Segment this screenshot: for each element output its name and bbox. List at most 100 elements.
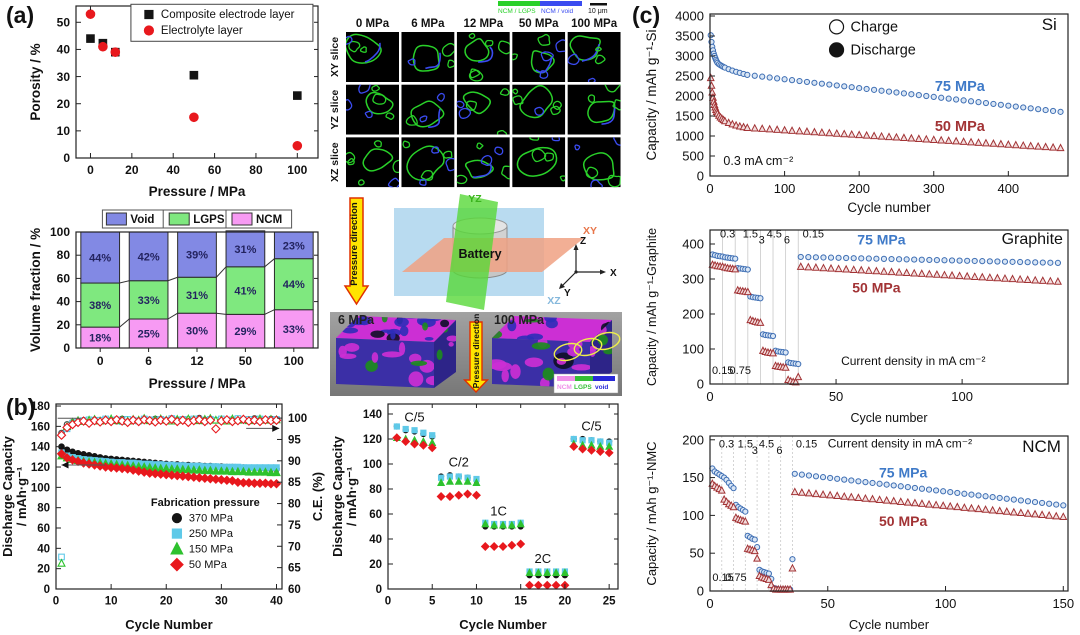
graphite-ylabel: Capacity / mAh g⁻¹-Graphite xyxy=(645,228,659,386)
micro-cell-r1c4 xyxy=(567,84,621,135)
svg-text:20: 20 xyxy=(57,97,71,111)
series-370-mpa xyxy=(393,423,613,579)
bar-ncm-50 xyxy=(225,313,266,349)
panel-c-label: (c) xyxy=(632,2,661,28)
annotation-current-density-in-ma-cm-: Current density in mA cm⁻² xyxy=(828,436,972,450)
annotation-0-15: 0.15 xyxy=(803,228,824,240)
porosity-svg: 0 20 40 60 80 100 0 10 20 30 40 50 Pressure / MPa Por… xyxy=(28,3,319,199)
svg-text:20: 20 xyxy=(57,318,71,332)
svg-text:140: 140 xyxy=(363,409,382,421)
porosity-xlabel: Pressure / MPa xyxy=(149,184,246,199)
svg-text:0: 0 xyxy=(63,151,70,165)
svg-text:Fabrication pressure: Fabrication pressure xyxy=(151,497,260,509)
svg-text:Void: Void xyxy=(130,214,154,226)
y-axis-label: Y xyxy=(564,288,571,299)
annotation-0-15: 0.15 xyxy=(712,572,733,584)
svg-text:31%: 31% xyxy=(186,290,208,302)
bar-lgps-12 xyxy=(177,276,217,314)
porosity-axes: 0 20 40 60 80 100 0 10 20 30 40 50 xyxy=(57,6,318,177)
render-legend-lgps: LGPS xyxy=(574,384,592,391)
svg-text:1500: 1500 xyxy=(675,109,704,124)
micro-row-label: XY slice xyxy=(330,37,341,77)
svg-text:150: 150 xyxy=(682,470,704,485)
svg-text:0: 0 xyxy=(53,596,59,608)
annotation-3: 3 xyxy=(759,234,765,246)
annotation-c-2: C/2 xyxy=(449,455,469,470)
si-capacity-chart: Si 0.3 mA cm⁻² 75 MPa 50 MPa 0 100 200 300 400 0 5… xyxy=(644,8,1080,223)
renders-pressure-arrow: Pressure direction xyxy=(462,314,490,394)
svg-text:180: 180 xyxy=(31,401,50,413)
svg-text:20: 20 xyxy=(160,596,173,608)
svg-text:400: 400 xyxy=(682,237,704,252)
svg-text:40: 40 xyxy=(57,295,71,309)
micro-cell-r0c4 xyxy=(567,32,621,82)
series-50-mpa xyxy=(706,73,1065,152)
svg-text:0: 0 xyxy=(706,596,713,611)
micro-legend-green-label: NCM / LGPS xyxy=(498,8,536,15)
svg-text:44%: 44% xyxy=(283,279,305,291)
svg-text:60: 60 xyxy=(208,163,222,177)
yz-plane-label: YZ xyxy=(468,193,482,205)
series-250-mpa-capacity xyxy=(58,449,280,471)
series-50-mpa-capacity xyxy=(56,449,282,489)
svg-text:160: 160 xyxy=(31,421,50,433)
svg-text:400: 400 xyxy=(997,181,1019,196)
micro-col-header: 6 MPa xyxy=(411,18,445,30)
svg-text:40: 40 xyxy=(57,43,71,57)
series-250-mpa-ce xyxy=(58,415,280,561)
svg-text:2000: 2000 xyxy=(675,89,704,104)
svg-text:12: 12 xyxy=(190,354,204,368)
svg-text:Charge: Charge xyxy=(851,20,899,36)
annotation-75-mpa: 75 MPa xyxy=(857,232,905,248)
svg-text:50 MPa: 50 MPa xyxy=(189,559,228,571)
ncm-xlabel: Cycle number xyxy=(849,617,930,632)
svg-text:50: 50 xyxy=(239,354,253,368)
series-50-mpa xyxy=(392,433,614,590)
volume-legend: Void LGPS NCM xyxy=(101,209,293,229)
micro-cell-r0c1 xyxy=(401,32,455,82)
annotation-0-3: 0.3 xyxy=(719,438,734,450)
battery-schematic: Pressure direction Battery YZ XY XZ xyxy=(330,192,622,312)
svg-text:25: 25 xyxy=(603,596,616,608)
svg-text:300: 300 xyxy=(923,181,945,196)
annotation-4-5: 4.5 xyxy=(759,438,774,450)
series-150-mpa-ce xyxy=(57,413,281,567)
xz-plane-label: XZ xyxy=(547,295,561,307)
micro-cell-r2c0 xyxy=(346,137,399,188)
svg-text:20: 20 xyxy=(369,559,382,571)
svg-text:10: 10 xyxy=(105,596,118,608)
bar-lgps-6 xyxy=(128,280,169,320)
svg-text:200: 200 xyxy=(848,181,870,196)
svg-text:50: 50 xyxy=(821,596,835,611)
micro-cell-r1c3 xyxy=(512,84,566,135)
svg-text:42%: 42% xyxy=(138,251,160,263)
svg-text:50: 50 xyxy=(57,15,71,29)
ncm-capacity-chart: NCM 75 MPa 50 MPa 0.3 1.5 3 4.5 6 0.15 Current de… xyxy=(644,428,1080,635)
svg-text:100: 100 xyxy=(682,508,704,523)
svg-text:65: 65 xyxy=(288,563,301,575)
svg-text:0: 0 xyxy=(376,584,382,596)
svg-text:31%: 31% xyxy=(234,244,256,256)
svg-text:80: 80 xyxy=(369,484,382,496)
svg-text:300: 300 xyxy=(682,272,704,287)
3d-reconstruction-renders: 6 MPa 100 MPa Pressure direction NCM LGPS voi… xyxy=(330,312,622,396)
render-legend-void: void xyxy=(595,384,608,391)
ncm-ylabel: Capacity / mAh g⁻¹-NMC xyxy=(644,441,659,585)
annotation-0-75: 0.75 xyxy=(730,365,751,377)
annotation-1-5: 1.5 xyxy=(738,438,753,450)
svg-text:38%: 38% xyxy=(89,300,111,312)
panel-a-label: (a) xyxy=(6,2,35,28)
series-composite-electrode-layer xyxy=(86,34,302,100)
svg-text:80: 80 xyxy=(57,248,71,262)
svg-text:500: 500 xyxy=(682,149,704,164)
annotation-2c: 2C xyxy=(534,551,551,566)
annotation-si: Si xyxy=(1042,15,1057,34)
battery-label: Battery xyxy=(458,247,501,261)
down-arrow-icon xyxy=(343,197,370,306)
svg-text:250 MPa: 250 MPa xyxy=(189,528,234,540)
annotation-50-mpa: 50 MPa xyxy=(935,119,986,135)
rate-axes: 0 5 10 15 20 25 0 20 40 60 80 100 120 140 xyxy=(363,404,618,608)
svg-text:150: 150 xyxy=(1052,596,1074,611)
cycling-legend: Fabrication pressure 370 MPa 250 MPa 150 MP… xyxy=(151,497,260,572)
